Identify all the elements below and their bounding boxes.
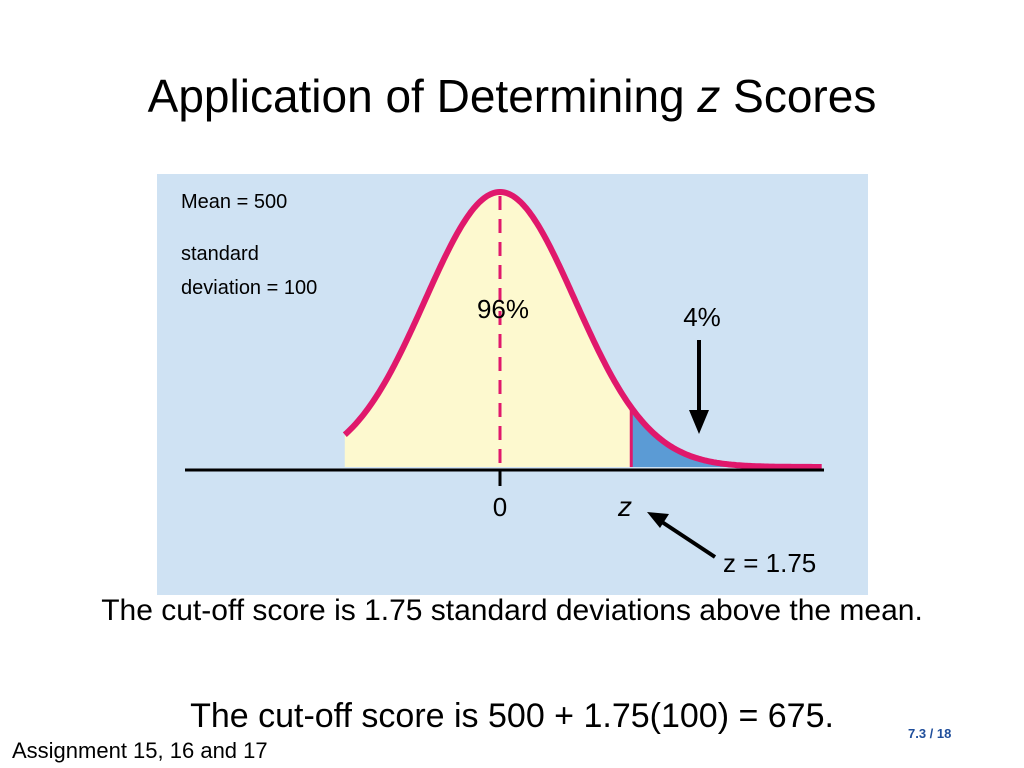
left-area-shading [344,192,632,467]
normal-distribution-figure: 96% 4% 0 z z = 1.75 Mean = 500 standard … [157,174,868,595]
normal-curve [342,189,822,470]
sd-label-line1: standard [181,243,259,265]
zero-tick-label: 0 [493,492,507,522]
four-percent-arrow [689,340,709,434]
title-tail: Scores [720,70,877,122]
z-pointer-arrow [647,512,717,559]
footer-assignment: Assignment 15, 16 and 17 [12,738,268,763]
sd-label-line2: deviation = 100 [181,277,318,299]
title-variable: z [697,70,721,122]
mean-label: Mean = 500 [181,191,288,213]
caption-standard-deviations: The cut-off score is 1.75 standard devia… [101,594,923,627]
caption-cutoff-score: The cut-off score is 500 + 1.75(100) = 6… [190,697,834,735]
page-number: 7.3 / 18 [908,726,952,741]
slide-title: Application of Determining z Scores [0,66,1024,126]
right-area-percent-label: 4% [683,302,721,332]
normal-curve-diagram: 96% 4% 0 z z = 1.75 [185,189,824,578]
title-main: Application of Determining [147,70,698,122]
z-value-label: z = 1.75 [723,548,816,578]
left-area-percent-label: 96% [477,294,529,324]
z-tick-label: z [617,491,632,522]
